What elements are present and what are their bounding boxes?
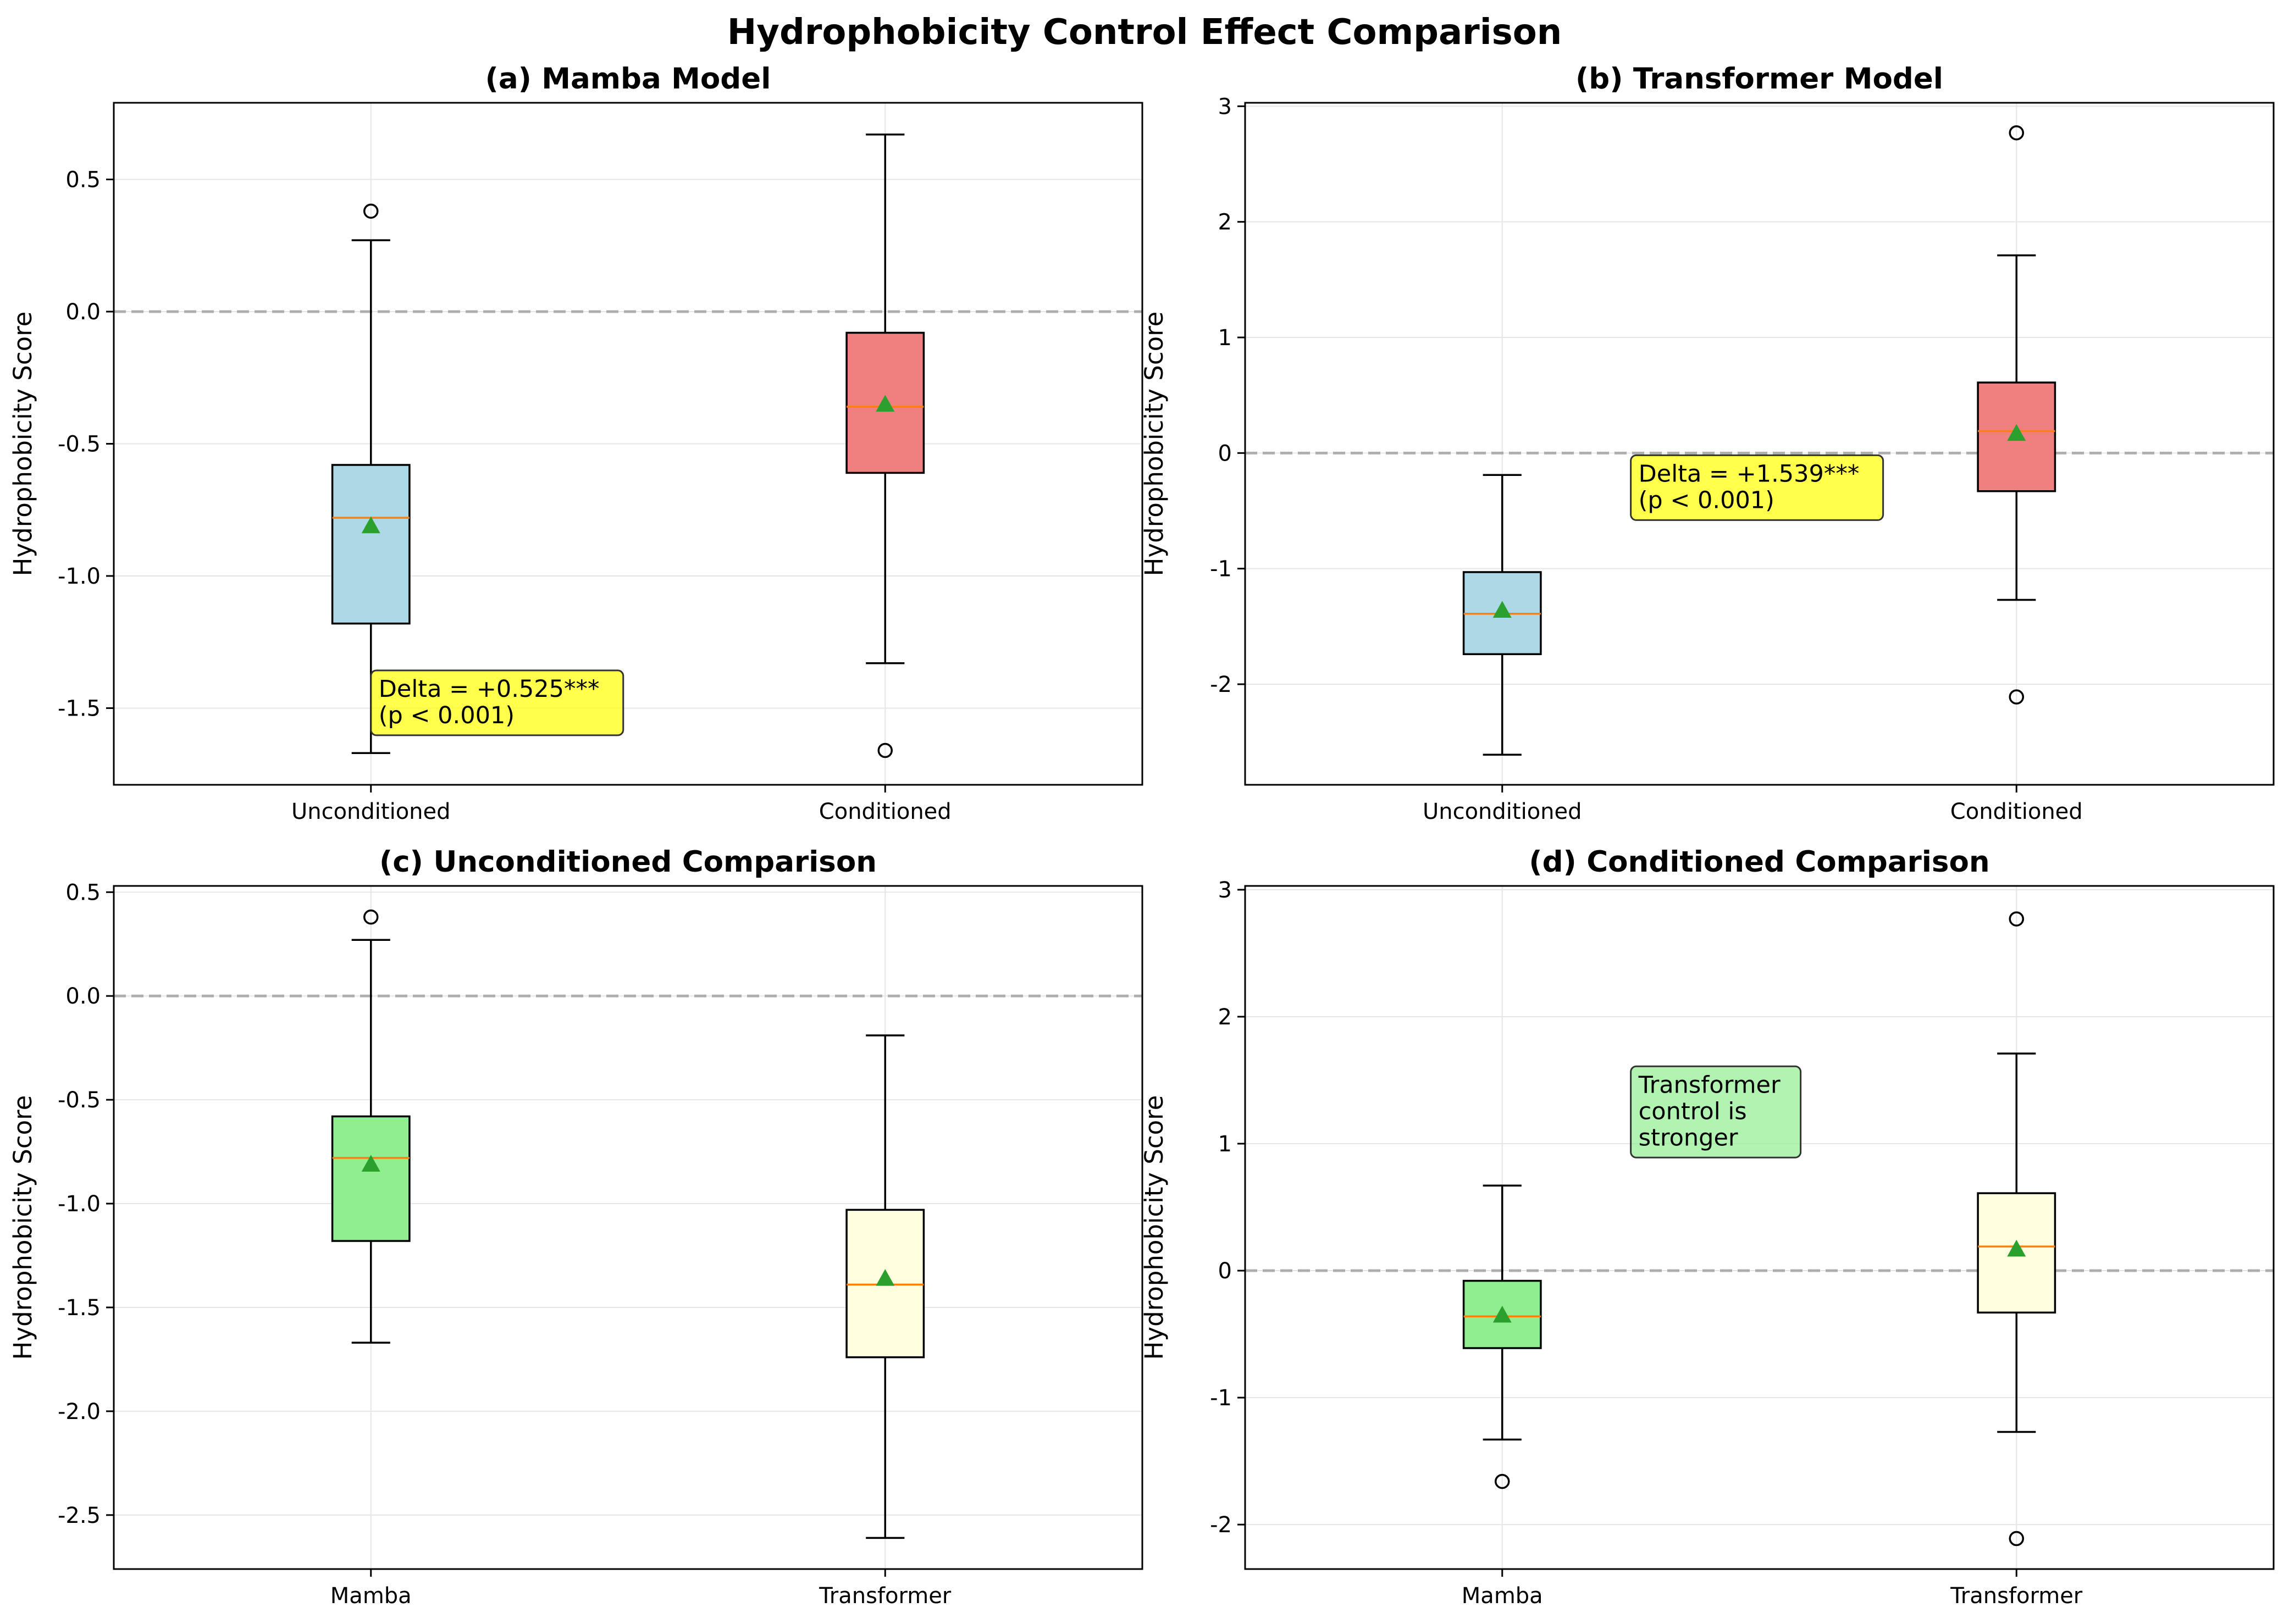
annotation-box: Delta = +0.525***(p < 0.001) xyxy=(370,669,624,736)
annotation-text: control is xyxy=(1639,1098,1747,1125)
x-tick-label: Conditioned xyxy=(1950,799,2083,824)
y-tick-label: 1 xyxy=(1218,1132,1232,1157)
annotation-background xyxy=(370,669,624,736)
axes-frame xyxy=(1244,885,2275,1570)
subplot-title: (d) Conditioned Comparison xyxy=(1529,845,1989,879)
x-tick-label: Unconditioned xyxy=(1423,799,1582,824)
y-tick-label: -1 xyxy=(1210,1385,1232,1411)
y-axis-label: Hydrophobicity Score xyxy=(1140,1095,1169,1360)
subplot-grid: 0.5 0.0 -0.5 -1.0 -1.5 Unconditioned Condition… xyxy=(8,62,2275,1609)
subplot-title: (c) Unconditioned Comparison xyxy=(379,845,877,879)
y-tick-label: 3 xyxy=(1218,94,1232,119)
box-iqr xyxy=(331,464,411,625)
outlier-point xyxy=(2009,1531,2024,1547)
y-tick-label: 0 xyxy=(1218,441,1232,466)
subplot-title: (b) Transformer Model xyxy=(1575,62,1943,96)
y-axis-label: Hydrophobicity Score xyxy=(8,312,37,577)
y-tick-label: 1 xyxy=(1218,325,1232,351)
annotation-text: Transformer xyxy=(1638,1071,1781,1099)
outlier-point xyxy=(877,742,893,758)
mean-marker xyxy=(876,395,895,412)
annotation-text: (p < 0.001) xyxy=(379,702,515,729)
box-plot-conditioned xyxy=(845,133,925,758)
y-tick-label: -2 xyxy=(1210,1512,1232,1538)
box-plot-transformer xyxy=(845,1034,925,1539)
box-plot-conditioned xyxy=(1977,125,2056,705)
annotation-background xyxy=(1630,1065,1802,1159)
outlier-point xyxy=(2009,689,2024,705)
y-tick-label: -1 xyxy=(1210,557,1232,582)
outlier-point xyxy=(363,203,379,219)
outlier-point xyxy=(363,909,379,925)
y-tick-label: -2 xyxy=(1210,672,1232,697)
y-tick-label: 0.5 xyxy=(65,167,101,192)
x-tick-label: Conditioned xyxy=(819,799,952,824)
y-tick-label: 0 xyxy=(1218,1259,1232,1284)
y-axis-label: Hydrophobicity Score xyxy=(1140,312,1169,577)
annotation-box: Delta = +1.539***(p < 0.001) xyxy=(1630,454,1884,521)
y-tick-label: 3 xyxy=(1218,878,1232,903)
mean-marker xyxy=(2007,424,2026,441)
annotation-text: Delta = +1.539*** xyxy=(1639,460,1860,487)
axes-frame xyxy=(1244,102,2275,786)
y-tick-label: 2 xyxy=(1218,210,1232,235)
box-iqr xyxy=(331,1115,411,1242)
box-plot-unconditioned xyxy=(1462,474,1542,756)
subplot-b: 3 2 1 0 -1 -2 Unconditioned Conditioned (b) Tran… xyxy=(1140,62,2275,824)
subplot-a: 0.5 0.0 -0.5 -1.0 -1.5 Unconditioned Condition… xyxy=(8,62,1143,824)
y-tick-label: -2.5 xyxy=(58,1503,101,1528)
box-plot-unconditioned xyxy=(331,203,411,755)
x-tick-label: Transformer xyxy=(1950,1583,2083,1609)
figure-title: Hydrophobicity Control Effect Comparison xyxy=(727,12,1562,53)
y-tick-label: 0.0 xyxy=(65,300,101,325)
y-tick-label: -1.5 xyxy=(58,1295,101,1321)
y-tick-label: -2.0 xyxy=(58,1399,101,1425)
axes-frame xyxy=(113,885,1143,1570)
y-tick-label: 0.5 xyxy=(65,880,101,905)
annotation-background xyxy=(1630,454,1884,521)
box-plot-mamba xyxy=(331,909,411,1344)
mean-marker xyxy=(361,516,380,534)
y-tick-label: -0.5 xyxy=(58,432,101,457)
box-plot-transformer xyxy=(1977,911,2056,1547)
mean-marker xyxy=(361,1155,380,1172)
box-plot-mamba xyxy=(1462,1184,1542,1489)
x-tick-label: Unconditioned xyxy=(291,799,451,824)
mean-marker xyxy=(1492,601,1512,618)
mean-marker xyxy=(1492,1305,1512,1323)
y-tick-label: -0.5 xyxy=(58,1088,101,1113)
annotation-text: stronger xyxy=(1639,1124,1738,1151)
x-tick-label: Transformer xyxy=(819,1583,952,1609)
annotation-text: Delta = +0.525*** xyxy=(379,675,600,703)
subplot-c: 0.5 0.0 -0.5 -1.0 -1.5 -2.0 -2.5 Mamba Transform… xyxy=(8,845,1143,1609)
annotation-text: (p < 0.001) xyxy=(1639,486,1774,514)
y-tick-label: -1.0 xyxy=(58,564,101,589)
y-tick-label: -1.0 xyxy=(58,1191,101,1217)
outlier-point xyxy=(1495,1473,1510,1489)
outlier-point xyxy=(2009,911,2024,927)
mean-marker xyxy=(2007,1239,2026,1257)
mean-marker xyxy=(876,1269,895,1286)
subplot-title: (a) Mamba Model xyxy=(485,62,771,96)
x-tick-label: Mamba xyxy=(1462,1583,1543,1609)
x-tick-label: Mamba xyxy=(330,1583,412,1609)
outlier-point xyxy=(2009,125,2024,141)
subplot-d: 3 2 1 0 -1 -2 Mamba Transformer (d) Conditioned … xyxy=(1140,845,2275,1609)
y-tick-label: 2 xyxy=(1218,1005,1232,1030)
box-iqr xyxy=(1977,1192,2056,1314)
y-axis-label: Hydrophobicity Score xyxy=(8,1095,37,1360)
y-tick-label: 0.0 xyxy=(65,984,101,1009)
y-tick-label: -1.5 xyxy=(58,696,101,722)
